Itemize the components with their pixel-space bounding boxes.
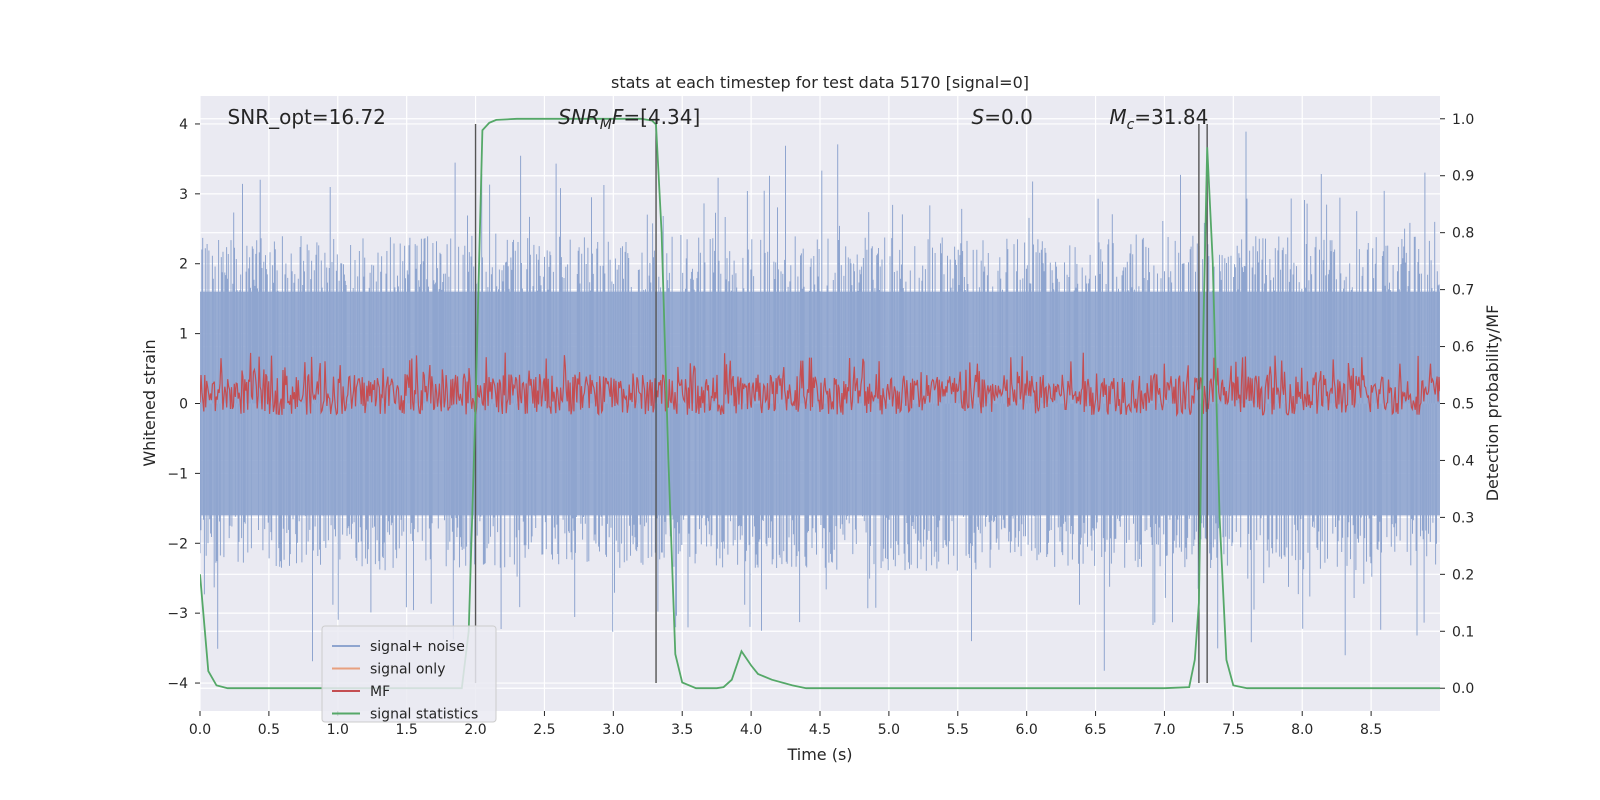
y-left-tick-label: −3: [167, 606, 188, 622]
x-tick-label: 4.5: [809, 722, 831, 738]
annotation-snr-mf: SNRMF=[4.34]: [558, 105, 700, 133]
legend-label: signal only: [370, 662, 445, 678]
legend-box: [321, 625, 497, 723]
chart-title: stats at each timestep for test data 517…: [611, 73, 1029, 92]
y-right-tick-label: 0.5: [1452, 397, 1474, 413]
y-left-tick-label: 0: [179, 397, 188, 413]
y-right-tick-label: 0.1: [1452, 624, 1474, 640]
x-tick-label: 2.0: [464, 722, 486, 738]
y-right-tick-label: 0.4: [1452, 453, 1474, 469]
x-tick-label: 6.0: [1016, 722, 1038, 738]
legend-label: signal statistics: [370, 707, 478, 723]
y-left-axis-ticks: −4 −3 −2 −1 0 1 2 3 4: [167, 117, 200, 692]
y-left-tick-label: 2: [179, 257, 188, 273]
y-right-tick-label: 0.3: [1452, 510, 1474, 526]
y-right-tick-label: 1.0: [1452, 112, 1474, 128]
annotation-snr-opt: SNR_opt=16.72: [228, 105, 386, 129]
y-left-tick-label: 1: [179, 327, 188, 343]
x-tick-label: 0.0: [189, 722, 211, 738]
x-tick-label: 3.0: [602, 722, 624, 738]
x-axis-ticks: 0.0 0.5 1.0 1.5 2.0 2.5 3.0 3.5 4.0 4.5 5.0 5.5 6.0 6…: [189, 711, 1382, 738]
y-left-tick-label: −1: [167, 466, 188, 482]
y-left-axis-label: Whitened strain: [140, 339, 159, 466]
x-tick-label: 7.5: [1222, 722, 1244, 738]
legend-items: signal+ noise signal only MF signal statist…: [332, 639, 478, 723]
y-right-tick-label: 0.9: [1452, 169, 1474, 185]
x-tick-label: 7.0: [1153, 722, 1175, 738]
y-right-axis-label: Detection probability/MF: [1483, 305, 1502, 502]
annotations: SNR_opt=16.72 SNRMF=[4.34] S=0.0 Mc=31.84: [228, 105, 1209, 133]
x-tick-label: 0.5: [258, 722, 280, 738]
y-right-tick-label: 0.7: [1452, 283, 1474, 299]
x-tick-label: 8.5: [1360, 722, 1382, 738]
legend-label: MF: [370, 684, 390, 700]
y-right-tick-label: 0.2: [1452, 567, 1474, 583]
x-tick-label: 6.5: [1084, 722, 1106, 738]
x-axis-label: Time (s): [786, 745, 852, 764]
x-tick-label: 2.5: [533, 722, 555, 738]
y-right-tick-label: 0.0: [1452, 681, 1474, 697]
y-right-tick-label: 0.8: [1452, 226, 1474, 242]
y-left-tick-label: −2: [167, 536, 188, 552]
y-left-tick-label: −4: [167, 676, 188, 692]
y-left-tick-label: 4: [179, 117, 188, 133]
annotation-s-value: S=0.0: [972, 105, 1033, 129]
legend: signal+ noise signal only MF signal statist…: [321, 625, 497, 723]
annotation-chirp-mass: Mc=31.84: [1109, 105, 1208, 133]
x-tick-label: 8.0: [1291, 722, 1313, 738]
y-right-tick-label: 0.6: [1452, 340, 1474, 356]
y-right-axis-ticks: 0.0 0.1 0.2 0.3 0.4 0.5 0.6 0.7 0.8 0.9 1.0: [1440, 112, 1474, 697]
x-tick-label: 3.5: [671, 722, 693, 738]
mf-line: [200, 352, 1440, 418]
x-tick-label: 1.5: [396, 722, 418, 738]
mf-series: [200, 352, 1440, 418]
x-tick-label: 1.0: [327, 722, 349, 738]
y-left-tick-label: 3: [179, 187, 188, 203]
legend-label: signal+ noise: [370, 639, 465, 655]
x-tick-label: 4.0: [740, 722, 762, 738]
x-tick-label: 5.5: [947, 722, 969, 738]
x-tick-label: 5.0: [878, 722, 900, 738]
